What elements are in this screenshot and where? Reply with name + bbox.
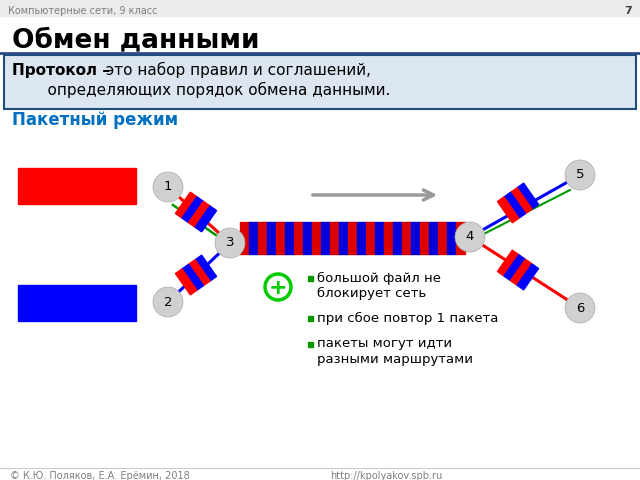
Text: 3: 3: [226, 237, 234, 250]
Polygon shape: [189, 201, 210, 227]
Polygon shape: [511, 188, 532, 214]
Text: 5: 5: [576, 168, 584, 181]
Polygon shape: [511, 259, 532, 285]
Polygon shape: [504, 255, 525, 281]
Circle shape: [153, 287, 183, 317]
Text: Пакетный режим: Пакетный режим: [12, 111, 178, 129]
Bar: [375, 222, 384, 254]
Bar: [276, 222, 285, 254]
Circle shape: [215, 228, 245, 258]
Bar: [240, 222, 249, 254]
Bar: [357, 222, 366, 254]
Text: 2: 2: [164, 296, 172, 309]
Bar: [267, 222, 276, 254]
Bar: [393, 222, 402, 254]
Polygon shape: [189, 260, 210, 286]
Bar: [456, 222, 465, 254]
Text: http://kpolyakov.spb.ru: http://kpolyakov.spb.ru: [330, 471, 442, 480]
Bar: [312, 222, 321, 254]
Bar: [308, 276, 313, 280]
Polygon shape: [497, 197, 519, 223]
Bar: [366, 222, 375, 254]
Bar: [249, 222, 258, 254]
Circle shape: [455, 222, 485, 252]
Bar: [348, 222, 357, 254]
Circle shape: [153, 172, 183, 202]
Polygon shape: [517, 264, 539, 290]
Polygon shape: [195, 206, 216, 232]
Text: 6: 6: [576, 301, 584, 314]
Text: при сбое повтор 1 пакета: при сбое повтор 1 пакета: [317, 312, 499, 324]
Bar: [402, 222, 411, 254]
Bar: [18, 168, 136, 204]
Polygon shape: [504, 192, 525, 218]
Text: большой файл не: большой файл не: [317, 272, 441, 285]
Bar: [18, 285, 136, 321]
Polygon shape: [195, 255, 216, 281]
Bar: [429, 222, 438, 254]
Bar: [447, 222, 456, 254]
Bar: [438, 222, 447, 254]
Text: 7: 7: [624, 6, 632, 16]
Polygon shape: [175, 269, 197, 295]
Bar: [0, 0, 640, 16]
Circle shape: [565, 293, 595, 323]
Bar: [258, 222, 267, 254]
Text: Обмен данными: Обмен данными: [12, 27, 259, 53]
Text: 4: 4: [466, 230, 474, 243]
Bar: [420, 222, 429, 254]
Bar: [308, 341, 313, 347]
Text: © К.Ю. Поляков, Е.А. Ерёмин, 2018: © К.Ю. Поляков, Е.А. Ерёмин, 2018: [10, 471, 189, 480]
Bar: [303, 222, 312, 254]
Bar: [339, 222, 348, 254]
Circle shape: [265, 274, 291, 300]
Polygon shape: [517, 183, 539, 209]
Text: пакеты могут идти: пакеты могут идти: [317, 337, 452, 350]
Bar: [384, 222, 393, 254]
Bar: [308, 315, 313, 321]
Bar: [294, 222, 303, 254]
Polygon shape: [182, 264, 204, 290]
Bar: [285, 222, 294, 254]
Polygon shape: [497, 250, 519, 276]
Circle shape: [565, 160, 595, 190]
Text: Протокол –: Протокол –: [12, 62, 110, 77]
Text: определяющих порядок обмена данными.: определяющих порядок обмена данными.: [28, 82, 390, 98]
Polygon shape: [182, 197, 204, 223]
Text: блокирует сеть: блокирует сеть: [317, 287, 426, 300]
Text: разными маршрутами: разными маршрутами: [317, 352, 473, 365]
Text: 1: 1: [164, 180, 172, 193]
Text: Компьютерные сети, 9 класс: Компьютерные сети, 9 класс: [8, 6, 157, 16]
Polygon shape: [175, 192, 197, 218]
Text: это набор правил и соглашений,: это набор правил и соглашений,: [101, 62, 371, 78]
Bar: [321, 222, 330, 254]
Text: +: +: [269, 278, 287, 298]
Bar: [411, 222, 420, 254]
Bar: [330, 222, 339, 254]
FancyBboxPatch shape: [4, 55, 636, 109]
